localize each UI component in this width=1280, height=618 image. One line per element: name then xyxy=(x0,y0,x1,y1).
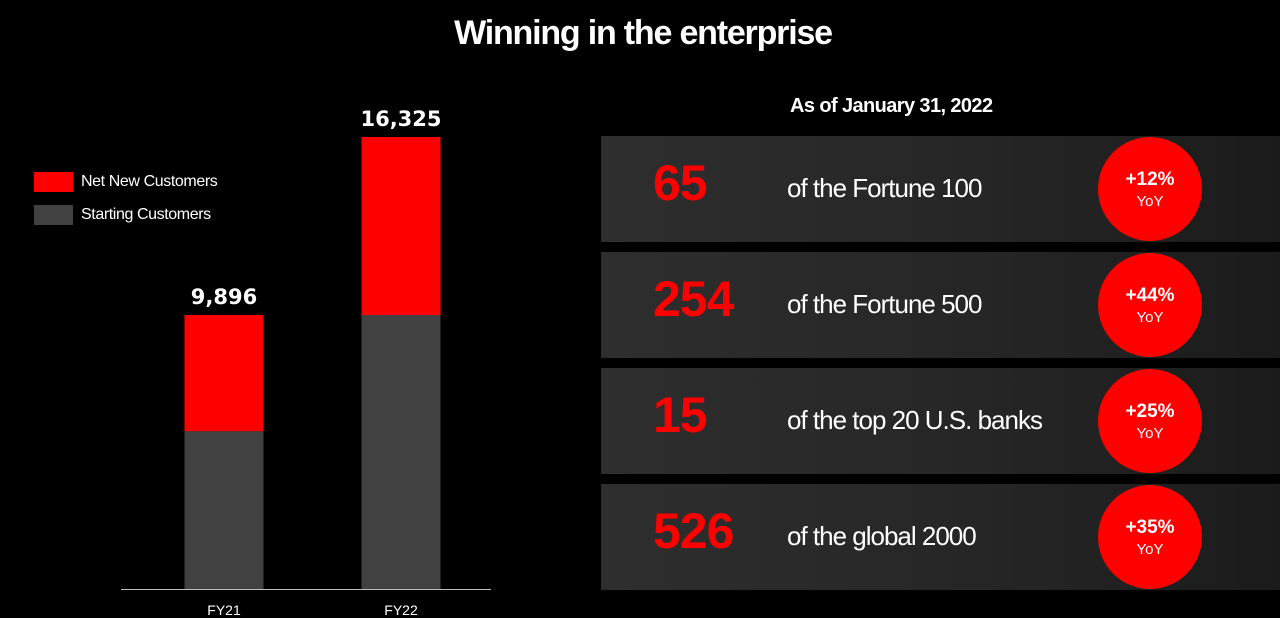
customer-bar-chart: 9,896 FY21 16,325 FY22 xyxy=(121,107,491,618)
x-tick-label: FY21 xyxy=(207,602,241,618)
yoy-badge: +35% YoY xyxy=(1098,485,1202,589)
bar-fy22-starting xyxy=(361,315,441,589)
yoy-badge: +44% YoY xyxy=(1098,253,1202,357)
legend-item-starting: Starting Customers xyxy=(34,205,217,225)
bar-fy21-net-new xyxy=(184,315,264,432)
page-title: Winning in the enterprise xyxy=(454,14,833,52)
legend-swatch-starting xyxy=(34,205,73,225)
x-tick-label: FY22 xyxy=(384,602,418,618)
stat-description: of the Fortune 500 xyxy=(787,289,982,319)
badge-change: +35% xyxy=(1125,517,1175,538)
stat-card-fortune-100: 65 of the Fortune 100 +12% YoY xyxy=(601,136,1280,242)
badge-period: YoY xyxy=(1136,425,1164,442)
badge-change: +12% xyxy=(1125,169,1175,190)
stat-description: of the global 2000 xyxy=(787,521,977,551)
badge-change: +25% xyxy=(1125,401,1175,422)
legend-item-net-new: Net New Customers xyxy=(34,172,218,192)
stat-description: of the top 20 U.S. banks xyxy=(787,405,1043,435)
legend-label-starting: Starting Customers xyxy=(81,206,211,223)
bar-fy22-net-new xyxy=(361,137,441,316)
badge-period: YoY xyxy=(1136,541,1164,558)
stat-number: 526 xyxy=(653,503,734,559)
yoy-badge: +12% YoY xyxy=(1098,137,1202,241)
badge-period: YoY xyxy=(1136,193,1164,210)
bar-total-label: 16,325 xyxy=(360,107,441,131)
stat-card-us-banks: 15 of the top 20 U.S. banks +25% YoY xyxy=(601,368,1280,474)
stat-number: 254 xyxy=(653,271,734,327)
bar-total-label: 9,896 xyxy=(191,285,257,309)
stat-number: 65 xyxy=(653,155,708,211)
stat-card-global-2000: 526 of the global 2000 +35% YoY xyxy=(601,484,1280,590)
stat-card-fortune-500: 254 of the Fortune 500 +44% YoY xyxy=(601,252,1280,358)
bar-fy21-starting xyxy=(184,431,264,589)
yoy-badge: +25% YoY xyxy=(1098,369,1202,473)
stat-description: of the Fortune 100 xyxy=(787,173,982,203)
stat-number: 15 xyxy=(653,387,708,443)
badge-change: +44% xyxy=(1125,285,1175,306)
legend-label-net-new: Net New Customers xyxy=(81,173,218,190)
as-of-date: As of January 31, 2022 xyxy=(790,95,993,117)
legend-swatch-net-new xyxy=(34,172,73,192)
badge-period: YoY xyxy=(1136,309,1164,326)
chart-legend: Net New Customers Starting Customers xyxy=(34,172,218,238)
